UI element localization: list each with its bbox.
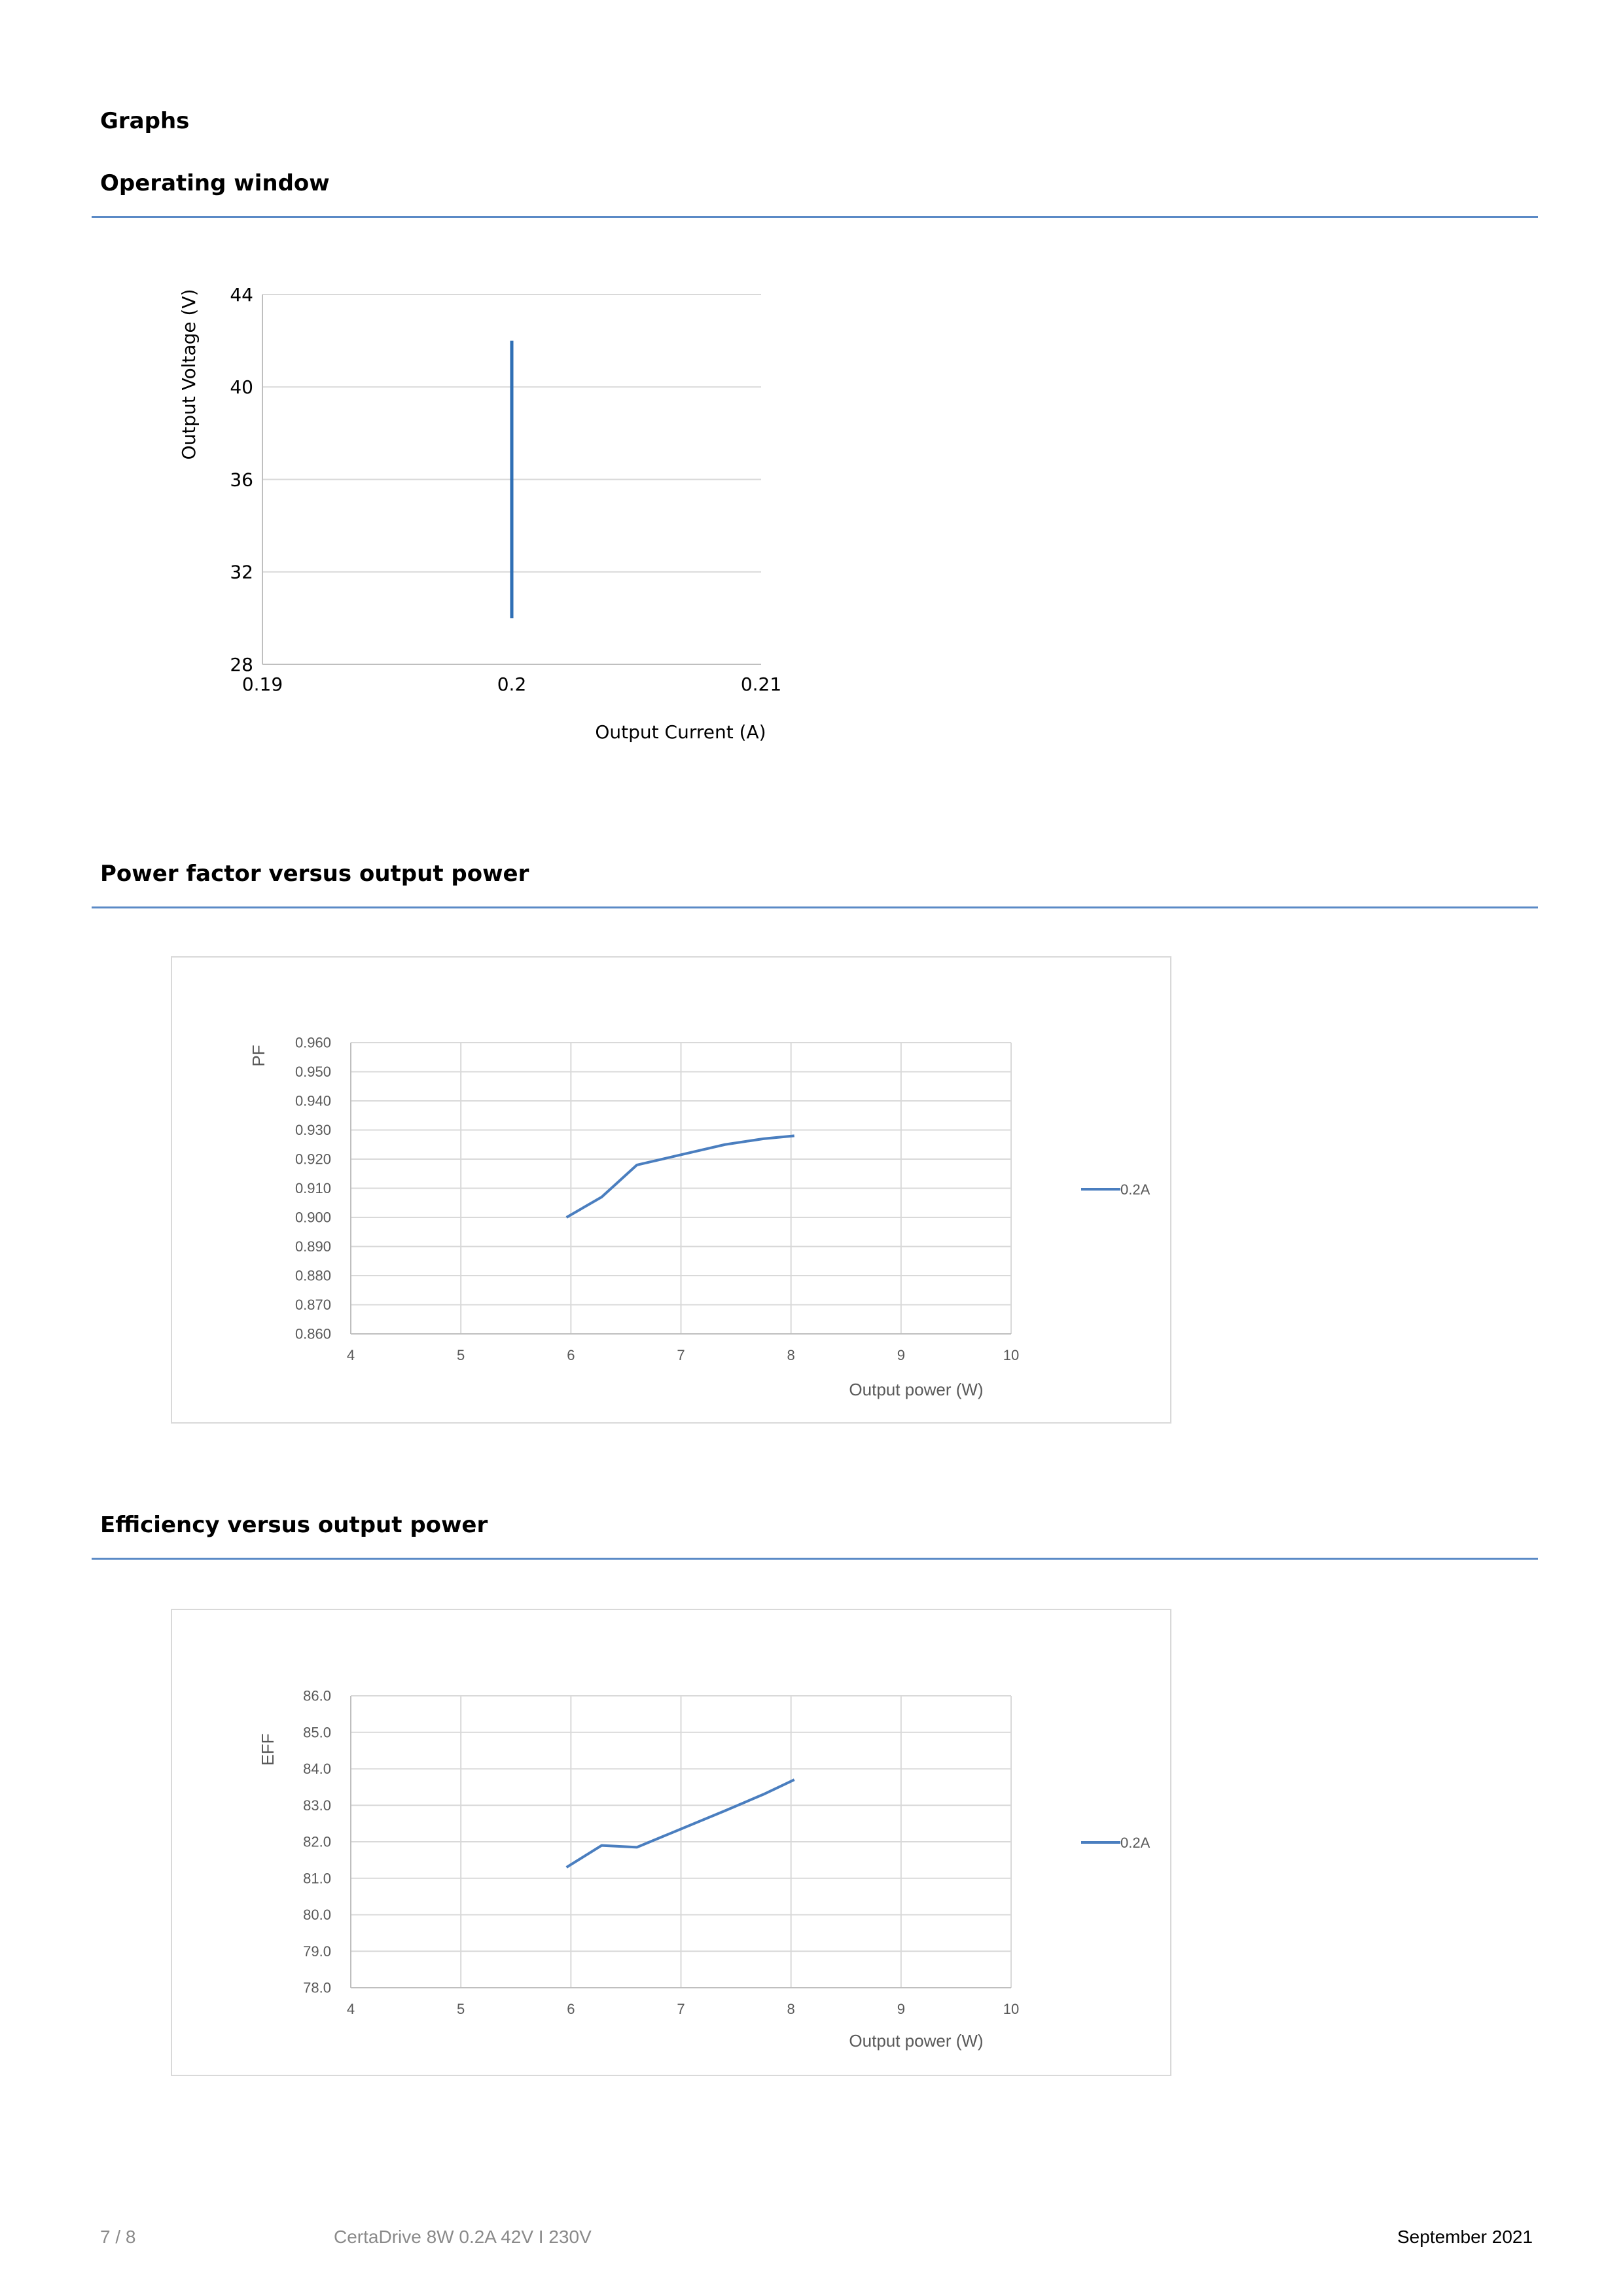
section-title-operating-window: Operating window	[100, 170, 330, 196]
x-tick-label: 8	[787, 1347, 795, 1363]
y-tick-label: 80.0	[303, 1907, 331, 1923]
y-tick-label: 0.870	[295, 1297, 331, 1313]
series-line	[565, 1778, 795, 1869]
legend-label: 0.2A	[1120, 1181, 1150, 1198]
product-name: CertaDrive 8W 0.2A 42V I 230V	[334, 2227, 592, 2247]
x-tick-label: 7	[677, 1347, 685, 1363]
x-tick-label: 9	[897, 1347, 905, 1363]
y-tick-label: 82.0	[303, 1834, 331, 1850]
x-tick-label: 6	[567, 2001, 575, 2017]
y-tick-label: 83.0	[303, 1797, 331, 1814]
y-tick-label: 0.930	[295, 1122, 331, 1138]
operating-window-chart: 44 40 36 32 280.19 0.2 0.21 Output Current (A) O…	[178, 284, 781, 743]
y-tick-label: 36	[230, 469, 253, 490]
y-axis-label: EFF	[258, 1733, 277, 1765]
x-tick-label: 0.19	[242, 673, 283, 695]
y-tick-label: 79.0	[303, 1943, 331, 1960]
legend-label: 0.2A	[1120, 1835, 1150, 1851]
x-tick-label: 10	[1003, 2001, 1019, 2017]
y-tick-label: 0.920	[295, 1151, 331, 1168]
y-tick-label: 0.900	[295, 1210, 331, 1226]
document-date: September 2021	[1397, 2227, 1533, 2247]
series-line	[565, 1134, 794, 1219]
y-tick-label: 28	[230, 654, 253, 675]
x-tick-label: 5	[457, 2001, 465, 2017]
y-tick-label: 86.0	[303, 1688, 331, 1704]
y-tick-label: 44	[230, 284, 253, 306]
section-title-efficiency: Efficiency versus output power	[100, 1512, 488, 1538]
section-divider	[92, 1558, 1538, 1560]
y-tick-label: 0.960	[295, 1035, 331, 1051]
x-tick-label: 4	[347, 2001, 355, 2017]
section-title-power-factor: Power factor versus output power	[100, 861, 529, 887]
x-axis-label: Output power (W)	[849, 1380, 983, 1399]
y-axis-label: Output Voltage (V)	[178, 289, 200, 459]
y-tick-label: 0.910	[295, 1180, 331, 1196]
x-tick-label: 6	[567, 1347, 575, 1363]
x-tick-label: 10	[1003, 1347, 1019, 1363]
y-tick-label: 81.0	[303, 1870, 331, 1886]
x-axis-label: Output power (W)	[849, 2031, 983, 2051]
x-tick-label: 7	[677, 2001, 685, 2017]
y-tick-label: 85.0	[303, 1724, 331, 1740]
x-tick-label: 4	[347, 1347, 355, 1363]
section-divider	[92, 216, 1538, 218]
x-tick-label: 9	[897, 2001, 905, 2017]
y-tick-label: 0.890	[295, 1238, 331, 1255]
y-tick-label: 0.950	[295, 1064, 331, 1080]
efficiency-chart: 86.0 85.0 84.0 83.0 82.0 81.0 80.0 79.0 78.0 4 5 6 7…	[171, 1609, 1171, 2076]
power-factor-chart: 0.960 0.950 0.940 0.930 0.920 0.910 0.900 0.890…	[171, 956, 1171, 1424]
y-tick-label: 0.860	[295, 1326, 331, 1342]
y-tick-label: 84.0	[303, 1761, 331, 1777]
x-tick-label: 5	[457, 1347, 465, 1363]
x-tick-label: 0.21	[741, 673, 781, 695]
y-axis-label: PF	[249, 1045, 268, 1066]
section-divider	[92, 906, 1538, 908]
x-axis-label: Output Current (A)	[595, 721, 766, 743]
y-tick-label: 32	[230, 562, 253, 583]
y-tick-label: 0.880	[295, 1268, 331, 1284]
x-tick-label: 8	[787, 2001, 795, 2017]
y-tick-label: 0.940	[295, 1093, 331, 1109]
y-tick-label: 78.0	[303, 1980, 331, 1996]
page-number: 7 / 8	[100, 2227, 136, 2247]
chart-frame	[171, 956, 1171, 1424]
graphs-title: Graphs	[100, 108, 190, 134]
x-tick-label: 0.2	[497, 673, 527, 695]
y-tick-label: 40	[230, 376, 253, 398]
